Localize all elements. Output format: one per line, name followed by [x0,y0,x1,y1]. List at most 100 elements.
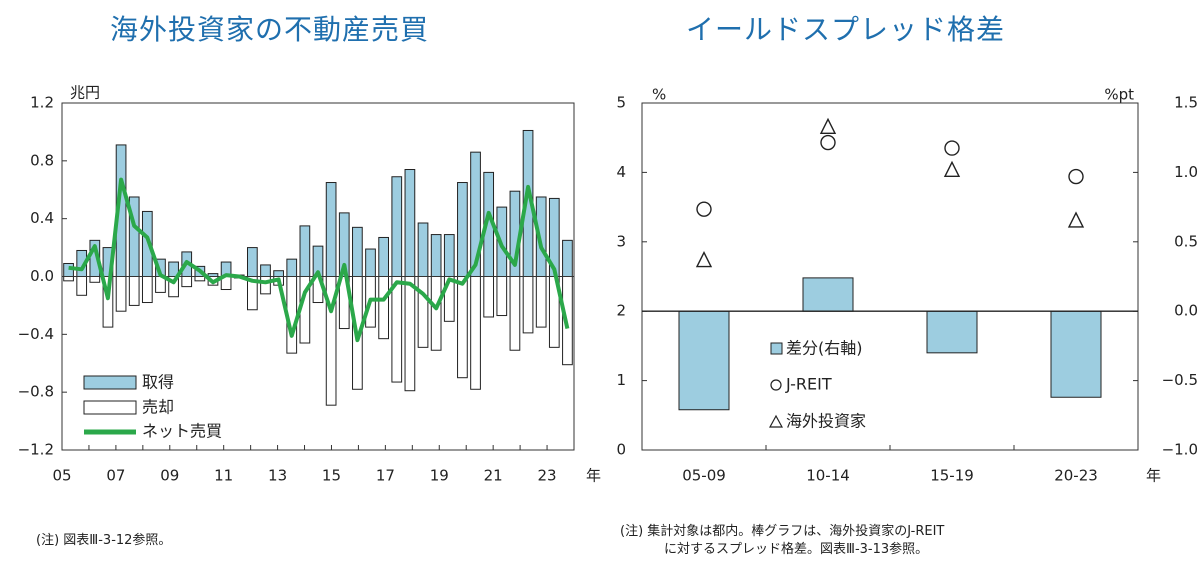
left-chart-title: 海外投資家の不動産売買 [110,13,430,46]
left-footnote: (注) 図表Ⅲ-3-12参照。 [36,533,172,548]
spread-difference-bar [926,310,978,354]
acquisition-bar [562,239,573,278]
sale-bar [509,276,521,351]
legend-net-label: ネット売買 [142,422,222,441]
acquisition-bar [430,234,442,277]
sale-bar [430,276,442,351]
right-x-tick-label: 10-14 [806,467,850,485]
sale-bar [378,276,389,340]
acquisition-bar [443,234,455,277]
right-right-y-tick-label: −1.0 [1162,441,1198,459]
sale-bar [470,276,481,390]
left-x-tick-label: 11 [214,467,233,485]
sale-bar [194,276,206,282]
spread-difference-bar [678,310,730,411]
right-left-y-tick-label: 4 [616,163,626,181]
legend-acquisition-swatch [83,375,137,390]
legend-sale-label: 売却 [142,398,174,417]
right-right-y-tick-label: −0.5 [1162,371,1198,389]
legend-jreit-label: J-REIT [785,375,832,394]
right-right-y-tick-label: 0.5 [1174,232,1198,250]
jreit-point [944,140,960,156]
left-x-unit: 年 [586,467,601,485]
left-x-tick-label: 09 [160,467,179,485]
right-right-y-tick-label: 1.0 [1174,163,1198,181]
left-y-tick-label: −0.8 [18,383,54,401]
legend-jreit-marker [770,379,782,391]
left-y-tick-label: 0.0 [30,267,54,285]
acquisition-bar [325,182,337,277]
right-footnote-line1: (注) 集計対象は都内。棒グラフは、海外投資家のJ-REIT [620,524,945,539]
left-x-tick-label: 13 [268,467,287,485]
sale-bar [404,276,416,392]
sale-bar [522,276,534,334]
legend-difference-label: 差分(右軸) [786,339,863,358]
sale-bar [417,276,429,348]
sale-bar [89,276,101,283]
acquisition-bar [273,270,284,278]
left-x-tick-label: 17 [376,467,395,485]
left-y-tick-label: −1.2 [18,441,54,459]
sale-bar [457,276,468,379]
right-right-unit: %pt [1104,86,1134,104]
left-y-tick-label: 1.2 [30,94,54,112]
right-x-tick-label: 20-23 [1054,467,1098,485]
left-y-tick-label: −0.4 [18,325,54,343]
left-x-tick-label: 23 [538,467,557,485]
right-left-y-tick-label: 3 [616,232,626,250]
sale-bar [260,276,271,295]
jreit-point [696,201,712,217]
sale-bar [181,276,193,288]
sale-bar [128,276,140,306]
right-left-y-tick-label: 5 [616,94,626,112]
left-y-tick-label: 0.8 [30,151,54,169]
sale-bar [535,276,547,328]
foreign-investor-point [943,160,961,178]
right-left-y-tick-label: 1 [616,371,626,389]
right-left-unit: % [652,86,666,104]
acquisition-bar [286,258,298,277]
right-x-tick-label: 15-19 [930,467,974,485]
foreign-investor-point [819,117,837,134]
right-left-y-tick-label: 0 [616,441,626,459]
left-x-tick-label: 19 [430,467,449,485]
left-x-tick-label: 05 [52,467,71,485]
left-y-tick-label: 0.4 [30,209,54,227]
net-trade-line [68,177,570,343]
acquisition-bar [404,169,416,277]
left-x-tick-label: 15 [322,467,341,485]
sale-bar [391,276,403,383]
legend-acquisition-label: 取得 [142,373,174,392]
right-chart-title: イールドスプレッド格差 [686,13,1006,46]
spread-difference-bar [802,277,854,312]
sale-bar [141,276,153,304]
legend-difference-swatch [770,342,783,355]
left-x-tick-label: 21 [484,467,503,485]
foreign-investor-point [695,250,713,268]
foreign-investor-point [1067,211,1085,228]
right-right-y-tick-label: 0.0 [1174,302,1198,320]
jreit-point [1068,168,1084,185]
legend-foreign-label: 海外投資家 [786,412,866,431]
sale-bar [63,276,74,282]
acquisition-bar [417,222,429,277]
right-x-tick-label: 05-09 [682,467,726,485]
left-unit-label: 兆円 [70,84,100,102]
sale-bar [483,276,495,318]
spread-difference-bar [1050,310,1102,398]
acquisition-bar [378,236,389,277]
legend-sale-swatch [83,400,137,415]
right-footnote-line2: に対するスプレッド格差。図表Ⅲ-3-13参照。 [664,542,929,557]
acquisition-bar [457,182,468,277]
acquisition-bar [391,176,403,277]
left-x-tick-label: 07 [106,467,125,485]
right-left-y-tick-label: 2 [616,302,626,320]
sale-bar [76,276,88,296]
acquisition-bar [365,248,376,277]
acquisition-bar [260,264,271,277]
right-right-y-tick-label: 1.5 [1174,94,1198,112]
acquisition-bar [247,247,258,277]
sale-bar [496,276,508,317]
acquisition-bar [352,226,363,277]
